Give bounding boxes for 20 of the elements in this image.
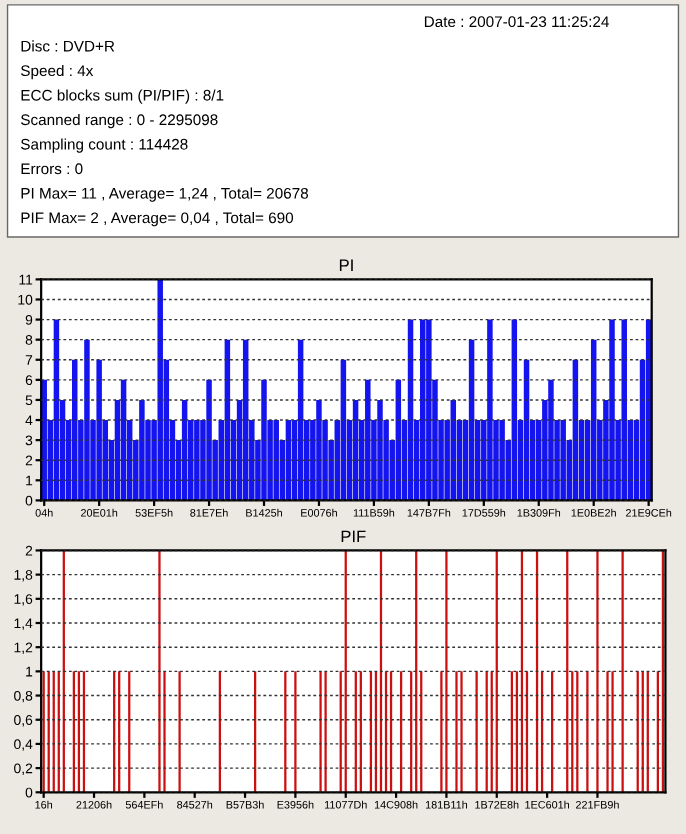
bar — [206, 379, 212, 501]
bar — [273, 420, 279, 501]
bar — [84, 339, 90, 501]
bar — [194, 420, 200, 501]
bar — [261, 379, 267, 501]
bar — [499, 420, 505, 501]
chart-title: PI — [339, 259, 353, 272]
bar — [157, 279, 163, 501]
bar — [377, 399, 383, 501]
bar — [139, 399, 145, 501]
bar — [487, 319, 493, 501]
bar — [96, 359, 102, 501]
chart-title: PIF — [341, 530, 366, 543]
bar — [316, 399, 322, 501]
bar — [365, 379, 371, 501]
bar — [621, 319, 627, 501]
bar — [609, 319, 615, 501]
bar — [548, 379, 554, 501]
bar — [560, 420, 566, 501]
bar — [426, 319, 432, 501]
